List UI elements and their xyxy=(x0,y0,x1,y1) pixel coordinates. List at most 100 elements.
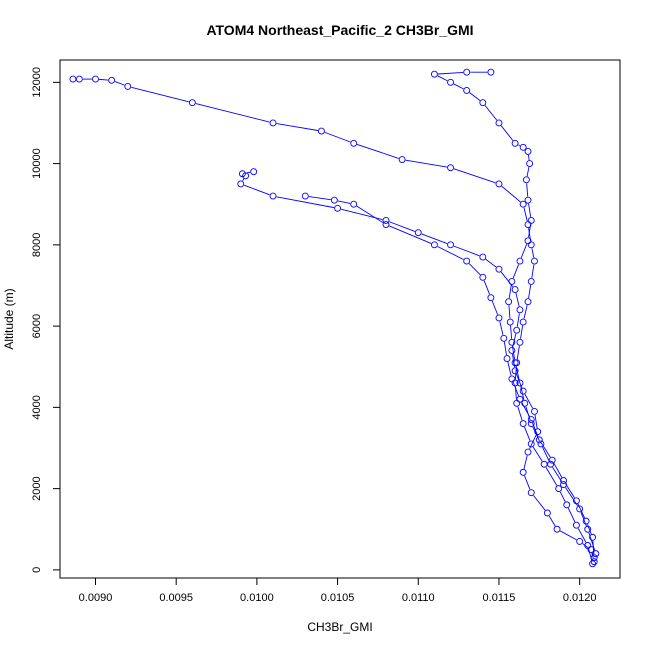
data-point xyxy=(589,560,597,568)
data-point xyxy=(430,70,438,78)
series-line-segment xyxy=(453,168,496,184)
data-point xyxy=(543,509,551,517)
data-point xyxy=(350,200,358,208)
data-point xyxy=(495,314,503,322)
series-line-segment xyxy=(567,507,576,523)
series-line-segment xyxy=(580,512,587,527)
series-line-segment xyxy=(485,258,497,268)
data-point xyxy=(584,525,592,533)
series-line-segment xyxy=(511,345,515,360)
data-point xyxy=(398,156,406,163)
data-point xyxy=(572,521,580,529)
data-point xyxy=(447,241,454,249)
data-point xyxy=(506,318,514,326)
series-line-segment xyxy=(553,463,563,478)
series-line-segment xyxy=(528,223,532,238)
series-line-segment xyxy=(520,243,528,258)
data-point xyxy=(527,416,535,424)
series-line-segment xyxy=(540,442,551,458)
data-point xyxy=(527,277,535,285)
series-line-segment xyxy=(276,123,318,131)
data-point xyxy=(238,170,246,178)
data-point xyxy=(269,192,277,200)
data-point xyxy=(576,505,584,513)
data-point xyxy=(503,355,511,363)
series-line-segment xyxy=(524,475,531,490)
series-line-segment xyxy=(526,183,529,197)
data-point xyxy=(590,554,598,562)
data-point xyxy=(69,75,77,83)
data-point xyxy=(479,273,487,281)
series-line-segment xyxy=(528,284,532,299)
data-point xyxy=(463,68,471,76)
series-line-segment xyxy=(528,203,532,217)
series-line-segment xyxy=(114,81,125,86)
data-point xyxy=(526,160,534,168)
series-line-segment xyxy=(548,515,556,527)
data-point xyxy=(516,379,524,387)
y-axis-label: Altitude (m) xyxy=(2,288,16,349)
x-tick-label: 0.0095 xyxy=(159,592,193,604)
y-tick-label: 2000 xyxy=(31,476,43,500)
data-point xyxy=(519,420,527,428)
data-point xyxy=(479,99,487,107)
data-point xyxy=(511,367,519,375)
data-point xyxy=(524,448,532,456)
series-line-segment xyxy=(523,305,528,319)
series-line-segment xyxy=(582,543,589,548)
series-line-segment xyxy=(503,341,507,356)
series-line-segment xyxy=(276,196,335,209)
data-point xyxy=(269,119,277,127)
series-line-segment xyxy=(469,92,481,101)
data-point xyxy=(414,229,422,237)
series-line-segment xyxy=(528,154,530,161)
data-point xyxy=(547,460,555,468)
series-line-segment xyxy=(337,200,351,204)
y-tick-label: 0 xyxy=(31,567,43,573)
data-point xyxy=(508,277,516,285)
y-tick-label: 4000 xyxy=(31,395,43,419)
series-line-segment xyxy=(483,280,490,295)
series-line-segment xyxy=(500,125,514,141)
data-point xyxy=(519,468,527,476)
data-series xyxy=(430,68,600,558)
data-point xyxy=(589,533,597,541)
data-point xyxy=(330,196,338,204)
data-point xyxy=(516,338,524,346)
data-point xyxy=(463,87,471,94)
series-line-segment xyxy=(531,248,535,258)
data-point xyxy=(75,75,83,83)
series-line-segment xyxy=(524,394,534,409)
data-point xyxy=(301,192,309,200)
series-line-segment xyxy=(532,446,543,462)
data-point xyxy=(188,99,196,107)
series-line-segment xyxy=(453,245,480,257)
x-axis: 0.0090 0.0095 0.0100 0.0105 0.0110 0.0115 0.01… xyxy=(79,578,596,604)
series-line-segment xyxy=(421,233,448,245)
series-line-segment xyxy=(534,414,538,429)
series-line-segment xyxy=(588,548,593,561)
y-tick-label: 10000 xyxy=(31,148,43,179)
data-point xyxy=(519,200,527,208)
data-point xyxy=(108,76,116,84)
data-point xyxy=(479,253,487,261)
series-line-segment xyxy=(437,71,464,75)
series-line-segment xyxy=(510,325,513,339)
series-line-segment xyxy=(588,532,596,551)
data-point xyxy=(508,375,516,383)
series-line-segment xyxy=(356,144,399,159)
data-point xyxy=(522,176,530,184)
data-point xyxy=(524,196,532,204)
series-line-segment xyxy=(508,284,512,299)
series-line-segment xyxy=(468,263,481,276)
data-point xyxy=(463,257,471,265)
data-point xyxy=(555,485,563,493)
x-tick-label: 0.0100 xyxy=(240,592,274,604)
data-point xyxy=(511,139,519,147)
series-line-segment xyxy=(559,491,566,502)
series-line-segment xyxy=(520,325,524,339)
series-line-segment xyxy=(512,264,520,279)
series-line-segment xyxy=(437,75,448,82)
data-point xyxy=(531,257,538,265)
